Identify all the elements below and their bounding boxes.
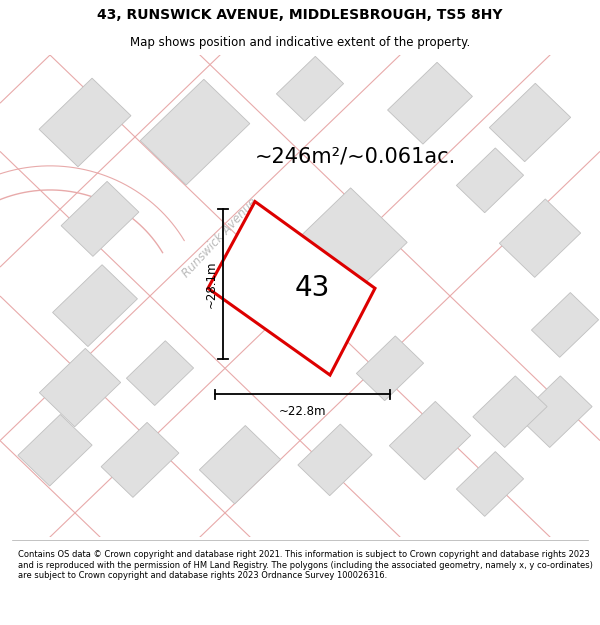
Polygon shape bbox=[208, 201, 375, 375]
Text: ~22.8m: ~22.8m bbox=[279, 405, 326, 418]
Polygon shape bbox=[39, 78, 131, 167]
Polygon shape bbox=[388, 62, 472, 144]
Polygon shape bbox=[18, 414, 92, 486]
Polygon shape bbox=[457, 452, 524, 516]
Text: Map shows position and indicative extent of the property.: Map shows position and indicative extent… bbox=[130, 36, 470, 49]
Polygon shape bbox=[101, 422, 179, 498]
Text: ~246m²/~0.061ac.: ~246m²/~0.061ac. bbox=[254, 146, 455, 166]
Polygon shape bbox=[298, 424, 372, 496]
Polygon shape bbox=[273, 188, 407, 318]
Text: Contains OS data © Crown copyright and database right 2021. This information is : Contains OS data © Crown copyright and d… bbox=[18, 550, 593, 580]
Polygon shape bbox=[457, 148, 524, 213]
Polygon shape bbox=[356, 336, 424, 401]
Polygon shape bbox=[473, 376, 547, 448]
Text: 43: 43 bbox=[295, 274, 329, 302]
Polygon shape bbox=[53, 265, 137, 346]
Polygon shape bbox=[127, 341, 194, 406]
Polygon shape bbox=[40, 348, 121, 427]
Polygon shape bbox=[199, 426, 281, 504]
Polygon shape bbox=[490, 83, 571, 162]
Polygon shape bbox=[499, 199, 581, 278]
Text: Runswick Avenue: Runswick Avenue bbox=[180, 196, 260, 281]
Text: ~28.1m: ~28.1m bbox=[205, 260, 218, 308]
Polygon shape bbox=[61, 181, 139, 256]
Polygon shape bbox=[389, 401, 470, 480]
Polygon shape bbox=[140, 79, 250, 185]
Polygon shape bbox=[518, 376, 592, 448]
Polygon shape bbox=[277, 56, 344, 121]
Text: 43, RUNSWICK AVENUE, MIDDLESBROUGH, TS5 8HY: 43, RUNSWICK AVENUE, MIDDLESBROUGH, TS5 … bbox=[97, 8, 503, 22]
Polygon shape bbox=[532, 292, 599, 357]
